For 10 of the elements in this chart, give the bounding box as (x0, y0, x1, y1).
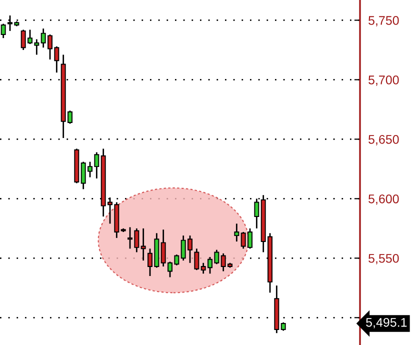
candlestick (234, 222, 240, 242)
candlestick (0, 23, 6, 39)
y-tick-label: 5,600 (368, 194, 399, 205)
candlestick (140, 228, 146, 262)
candlestick (194, 248, 200, 271)
y-tick-label: 5,700 (368, 76, 399, 86)
y-tick-label: 5,550 (368, 254, 399, 264)
text: 5,495.1 (366, 318, 407, 328)
y-tick-label: 5,650 (368, 134, 399, 146)
y-tick-label: 5,750 (368, 16, 399, 26)
